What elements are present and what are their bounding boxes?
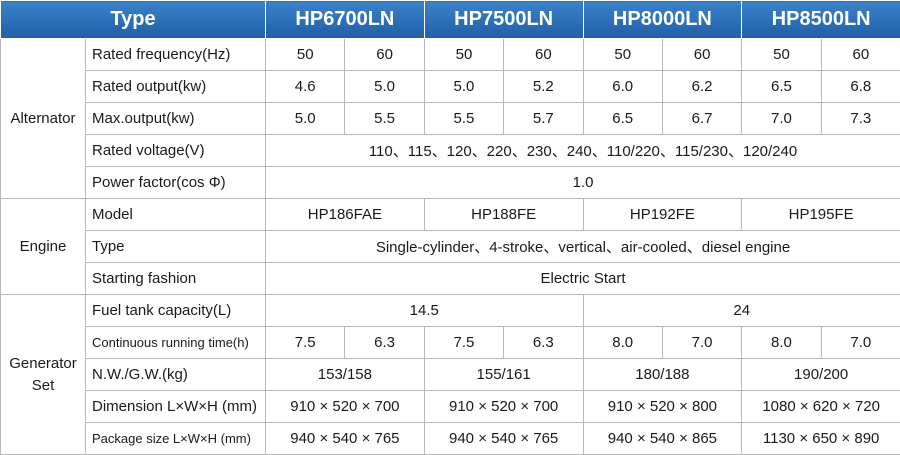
value-cell: 50 [742, 39, 821, 71]
value-cell: 7.0 [821, 327, 900, 359]
spec-row: Rated voltage(V)110、115、120、220、230、240、… [1, 135, 900, 167]
row-label: Starting fashion [86, 263, 266, 295]
value-cell: 60 [821, 39, 900, 71]
row-label: Package size L×W×H (mm) [86, 423, 266, 455]
value-cell: 6.7 [662, 103, 741, 135]
value-cell: 5.7 [504, 103, 583, 135]
value-cell: 155/161 [424, 359, 583, 391]
spec-row: Power factor(cos Φ)1.0 [1, 167, 900, 199]
row-label: Type [86, 231, 266, 263]
header-model: HP6700LN [266, 1, 425, 39]
row-label: N.W./G.W.(kg) [86, 359, 266, 391]
value-cell: 910 × 520 × 800 [583, 391, 742, 423]
row-label: Rated voltage(V) [86, 135, 266, 167]
value-cell: 5.0 [424, 71, 503, 103]
value-cell: 110、115、120、220、230、240、110/220、115/230、… [266, 135, 900, 167]
header-model: HP7500LN [424, 1, 583, 39]
value-cell: 8.0 [583, 327, 662, 359]
value-cell: 24 [583, 295, 900, 327]
row-label: Continuous running time(h) [86, 327, 266, 359]
value-cell: 6.5 [742, 71, 821, 103]
value-cell: 910 × 520 × 700 [424, 391, 583, 423]
value-cell: 940 × 540 × 865 [583, 423, 742, 455]
header-type: Type [1, 1, 266, 39]
value-cell: 7.5 [424, 327, 503, 359]
value-cell: HP188FE [424, 199, 583, 231]
value-cell: 180/188 [583, 359, 742, 391]
row-label: Rated output(kw) [86, 71, 266, 103]
value-cell: 910 × 520 × 700 [266, 391, 425, 423]
row-label: Max.output(kw) [86, 103, 266, 135]
value-cell: 190/200 [742, 359, 900, 391]
value-cell: 1130 × 650 × 890 [742, 423, 900, 455]
value-cell: 6.5 [583, 103, 662, 135]
value-cell: 7.5 [266, 327, 345, 359]
value-cell: 5.0 [345, 71, 424, 103]
value-cell: 940 × 540 × 765 [424, 423, 583, 455]
value-cell: 940 × 540 × 765 [266, 423, 425, 455]
value-cell: 50 [266, 39, 345, 71]
row-label: Rated frequency(Hz) [86, 39, 266, 71]
value-cell: 6.3 [345, 327, 424, 359]
value-cell: 7.0 [662, 327, 741, 359]
value-cell: HP192FE [583, 199, 742, 231]
row-label: Dimension L×W×H (mm) [86, 391, 266, 423]
value-cell: 60 [345, 39, 424, 71]
value-cell: 7.0 [742, 103, 821, 135]
value-cell: 60 [504, 39, 583, 71]
value-cell: 1.0 [266, 167, 900, 199]
value-cell: HP186FAE [266, 199, 425, 231]
group-label: Alternator [1, 39, 86, 199]
value-cell: 7.3 [821, 103, 900, 135]
value-cell: 153/158 [266, 359, 425, 391]
value-cell: 5.5 [345, 103, 424, 135]
row-label: Fuel tank capacity(L) [86, 295, 266, 327]
header-model: HP8500LN [742, 1, 900, 39]
value-cell: 5.2 [504, 71, 583, 103]
row-label: Model [86, 199, 266, 231]
row-label: Power factor(cos Φ) [86, 167, 266, 199]
value-cell: 6.2 [662, 71, 741, 103]
value-cell: 8.0 [742, 327, 821, 359]
header-model: HP8000LN [583, 1, 742, 39]
value-cell: Electric Start [266, 263, 900, 295]
value-cell: 60 [662, 39, 741, 71]
group-label: Generator Set [1, 295, 86, 455]
value-cell: Single-cylinder、4-stroke、vertical、air-co… [266, 231, 900, 263]
value-cell: 6.3 [504, 327, 583, 359]
value-cell: 1080 × 620 × 720 [742, 391, 900, 423]
value-cell: 50 [424, 39, 503, 71]
value-cell: 50 [583, 39, 662, 71]
value-cell: 5.5 [424, 103, 503, 135]
value-cell: 4.6 [266, 71, 345, 103]
group-label: Engine [1, 199, 86, 295]
value-cell: 14.5 [266, 295, 584, 327]
value-cell: 6.8 [821, 71, 900, 103]
value-cell: 5.0 [266, 103, 345, 135]
value-cell: 6.0 [583, 71, 662, 103]
value-cell: HP195FE [742, 199, 900, 231]
